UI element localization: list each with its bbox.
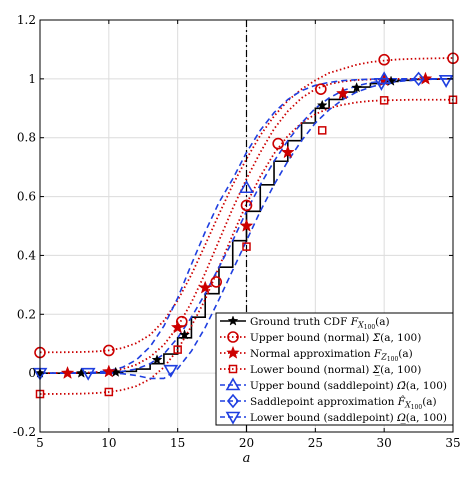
x-tick-label: 25 [308, 436, 323, 450]
axes: 5 10 15 20 25 30 35 -0.2 0 0.2 0.4 0.6 0.8 1 1.2 a [13, 13, 461, 466]
series-0-point [151, 354, 163, 365]
legend-text-main: Lower bound (normal) [250, 364, 373, 376]
series-2-point [336, 86, 350, 100]
legend-entry-2: Normal approximation FZ100(a) [250, 348, 413, 363]
legend-box [215, 312, 454, 426]
x-tick-label: 15 [170, 436, 185, 450]
series-6-point [80, 367, 96, 381]
series-1-point [378, 53, 390, 66]
legend-text-main: Normal approximation [250, 348, 374, 360]
legend-marker-4 [225, 377, 241, 391]
y-tick-label: -0.2 [13, 425, 36, 439]
x-axis-label: a [243, 451, 251, 466]
legend-args: (a, 100) [406, 380, 447, 392]
series-1-point [210, 276, 223, 288]
legend-marker-0 [227, 315, 239, 326]
series-1-point [272, 137, 284, 150]
series-3-point [317, 126, 327, 135]
series-1-point [103, 344, 115, 357]
series-6-point [163, 364, 179, 378]
y-tick-label: 0.2 [17, 307, 36, 321]
series-1-point [240, 199, 253, 212]
series-5-point [412, 71, 425, 87]
legend-entry-4: Upper bound (saddlepoint) Ω̄(a, 100) [250, 380, 447, 392]
legend-entry-6: Lower bound (saddlepoint) Ω̲(a, 100) [250, 412, 447, 424]
x-tick-label: 35 [445, 436, 460, 450]
y-tick-label: 0.8 [17, 131, 36, 145]
legend-args: (a) [398, 348, 412, 360]
series-2-point [101, 364, 116, 378]
series-0-point [75, 367, 87, 378]
x-tick-label: 5 [36, 436, 44, 450]
legend-text-main: Lower bound (saddlepoint) [250, 412, 397, 424]
series-0-point [179, 329, 190, 340]
legend-symbol: F [350, 316, 359, 328]
series-markers [32, 52, 459, 399]
series-2-point [198, 280, 213, 294]
y-tick-label: 0.4 [17, 248, 36, 262]
series-2-point [239, 218, 254, 232]
legend-args: (a) [422, 396, 436, 408]
y-tick-label: 0.6 [17, 190, 36, 204]
legend-entry-1: Upper bound (normal) Σ̄(a, 100) [250, 332, 421, 344]
legend-subscript: X [357, 320, 364, 329]
legend-symbol: Σ̲ [372, 364, 381, 376]
legend-args: (a, 100) [380, 332, 421, 344]
legend-subsubscript: 100 [387, 356, 399, 363]
series-0-point [351, 81, 363, 93]
legend-symbol: F [373, 348, 382, 360]
legend-text-main: Saddlepoint approximation [250, 396, 398, 408]
y-tick-label: 1.2 [17, 13, 36, 27]
legend-args: (a, 100) [406, 412, 447, 424]
legend-text-main: Upper bound (saddlepoint) [250, 380, 397, 392]
series-2-point [60, 365, 75, 379]
legend-symbol: Ω̲ [396, 412, 406, 424]
series-2-point [418, 71, 433, 85]
series-4-point [239, 180, 254, 194]
legend-marker-3 [228, 364, 238, 374]
series-2-point [170, 320, 185, 334]
series-0-point [316, 99, 328, 110]
x-tick-label: 10 [101, 436, 116, 450]
x-tick-label: 30 [377, 436, 392, 450]
series-3-point [379, 96, 389, 105]
series-1-point [315, 83, 327, 95]
legend-symbol: Ω̄ [396, 380, 406, 392]
x-tick-label: 20 [239, 436, 254, 450]
legend-subsubscript: 100 [364, 324, 376, 331]
series-3-point [104, 387, 114, 397]
legend: Ground truth CDF FX100(a)Upper bound (no… [215, 312, 454, 426]
legend-entry-3: Lower bound (normal) Σ̲(a, 100) [250, 364, 421, 376]
y-tick-label: 0 [28, 366, 36, 380]
series-line-1 [39, 57, 454, 354]
legend-marker-5 [226, 393, 240, 409]
series-6-point [438, 75, 454, 88]
legend-entry-0: Ground truth CDF FX100(a) [250, 316, 390, 331]
legend-subscript: X [404, 400, 411, 409]
legend-entry-5: Saddlepoint approximation F̂X100(a) [250, 395, 437, 411]
legend-symbol: Σ̄ [372, 332, 381, 344]
legend-text-main: Ground truth CDF [250, 316, 351, 328]
y-tick-label: 1 [28, 72, 36, 86]
legend-symbol: F̂ [397, 395, 406, 408]
legend-text-main: Upper bound (normal) [250, 332, 373, 344]
series-2-point [280, 145, 295, 159]
legend-args: (a) [375, 316, 389, 328]
legend-marker-6 [225, 411, 241, 425]
legend-args: (a, 100) [380, 364, 421, 376]
legend-subscript: Z [380, 352, 387, 361]
series-3-point [242, 242, 251, 251]
series-3-point [173, 345, 182, 354]
legend-marker-2 [226, 345, 240, 359]
series-line-3 [39, 98, 453, 395]
series-6-point [374, 77, 389, 91]
legend-marker-1 [227, 331, 239, 343]
legend-subsubscript: 100 [411, 404, 423, 411]
